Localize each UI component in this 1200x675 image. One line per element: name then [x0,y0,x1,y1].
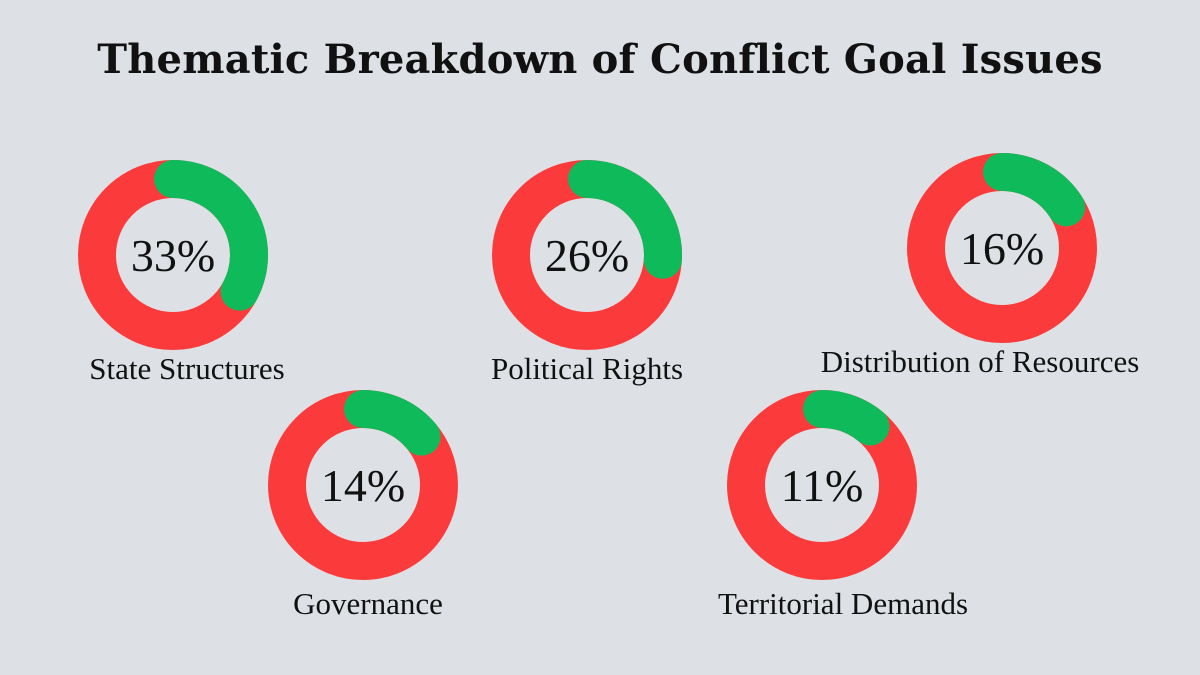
category-label-state-structures: State Structures [89,351,285,386]
donut-value-arc [983,153,1086,227]
donut-chart-svg [492,160,682,350]
donut-value-arc [803,390,890,446]
donut-territorial-demands: 11% [727,390,917,580]
donut-state-structures: 33% [78,160,268,350]
donut-value-arc [568,160,682,279]
donut-chart-svg [727,390,917,580]
donut-percentage-label: 33% [130,229,216,281]
donut-political-rights: 26% [492,160,682,350]
donut-governance: 14% [268,390,458,580]
donut-chart-svg [78,160,268,350]
category-label-distribution-of-resources: Distribution of Resources [820,344,1140,379]
chart-title: Thematic Breakdown of Conflict Goal Issu… [97,36,1103,83]
donut-percentage-label: 14% [320,459,406,511]
donut-value-arc [344,390,441,456]
donut-value-arc [154,160,268,311]
category-label-governance: Governance [293,586,443,621]
donut-percentage-label: 26% [544,229,630,281]
donut-distribution-of-resources: 16% [907,153,1097,343]
category-label-territorial-demands: Territorial Demands [717,586,969,621]
category-label-political-rights: Political Rights [490,351,684,386]
donut-percentage-label: 16% [959,222,1045,274]
donut-percentage-label: 11% [780,459,864,511]
donut-chart-svg [907,153,1097,343]
donut-chart-svg [268,390,458,580]
